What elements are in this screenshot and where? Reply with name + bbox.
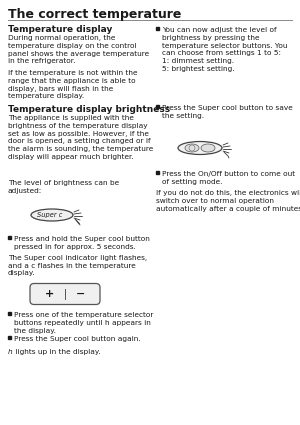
- Text: Super c: Super c: [37, 212, 63, 218]
- Text: Press the On/Off button to come out
of setting mode.: Press the On/Off button to come out of s…: [162, 171, 295, 185]
- Text: You can now adjust the level of
brightness by pressing the
temperature selector : You can now adjust the level of brightne…: [162, 27, 287, 72]
- Text: Press the Super cool button to save
the setting.: Press the Super cool button to save the …: [162, 105, 293, 119]
- Text: If the temperature is not within the
range that the appliance is able to
display: If the temperature is not within the ran…: [8, 70, 137, 99]
- Text: −: −: [76, 289, 85, 299]
- Text: Press one of the temperature selector
buttons repeatedly until h appears in
the : Press one of the temperature selector bu…: [14, 312, 153, 334]
- Ellipse shape: [31, 209, 73, 221]
- Text: +: +: [45, 289, 54, 299]
- Text: If you do not do this, the electronics will
switch over to normal operation
auto: If you do not do this, the electronics w…: [156, 190, 300, 212]
- Text: Press the Super cool button again.: Press the Super cool button again.: [14, 336, 141, 342]
- Bar: [8, 335, 11, 338]
- Text: Press and hold the Super cool button
pressed in for approx. 5 seconds.: Press and hold the Super cool button pre…: [14, 236, 150, 250]
- Text: The Super cool indicator light flashes,
and a c flashes in the temperature
displ: The Super cool indicator light flashes, …: [8, 255, 147, 277]
- Text: h: h: [8, 349, 13, 355]
- Text: The appliance is supplied with the
brightness of the temperature display
set as : The appliance is supplied with the brigh…: [8, 115, 153, 160]
- Text: Temperature display: Temperature display: [8, 25, 112, 34]
- Ellipse shape: [178, 142, 222, 155]
- Text: The correct temperature: The correct temperature: [8, 8, 181, 21]
- Ellipse shape: [201, 144, 215, 152]
- Text: lights up in the display.: lights up in the display.: [13, 349, 100, 355]
- Text: Temperature display brightness: Temperature display brightness: [8, 105, 170, 114]
- Ellipse shape: [185, 144, 199, 152]
- Text: The level of brightness can be
adjusted:: The level of brightness can be adjusted:: [8, 180, 119, 194]
- Bar: [156, 170, 159, 173]
- Bar: [8, 312, 11, 314]
- Bar: [156, 26, 159, 29]
- Text: During normal operation, the
temperature display on the control
panel shows the : During normal operation, the temperature…: [8, 35, 149, 64]
- Bar: [156, 105, 159, 108]
- FancyBboxPatch shape: [30, 283, 100, 304]
- Bar: [8, 235, 11, 238]
